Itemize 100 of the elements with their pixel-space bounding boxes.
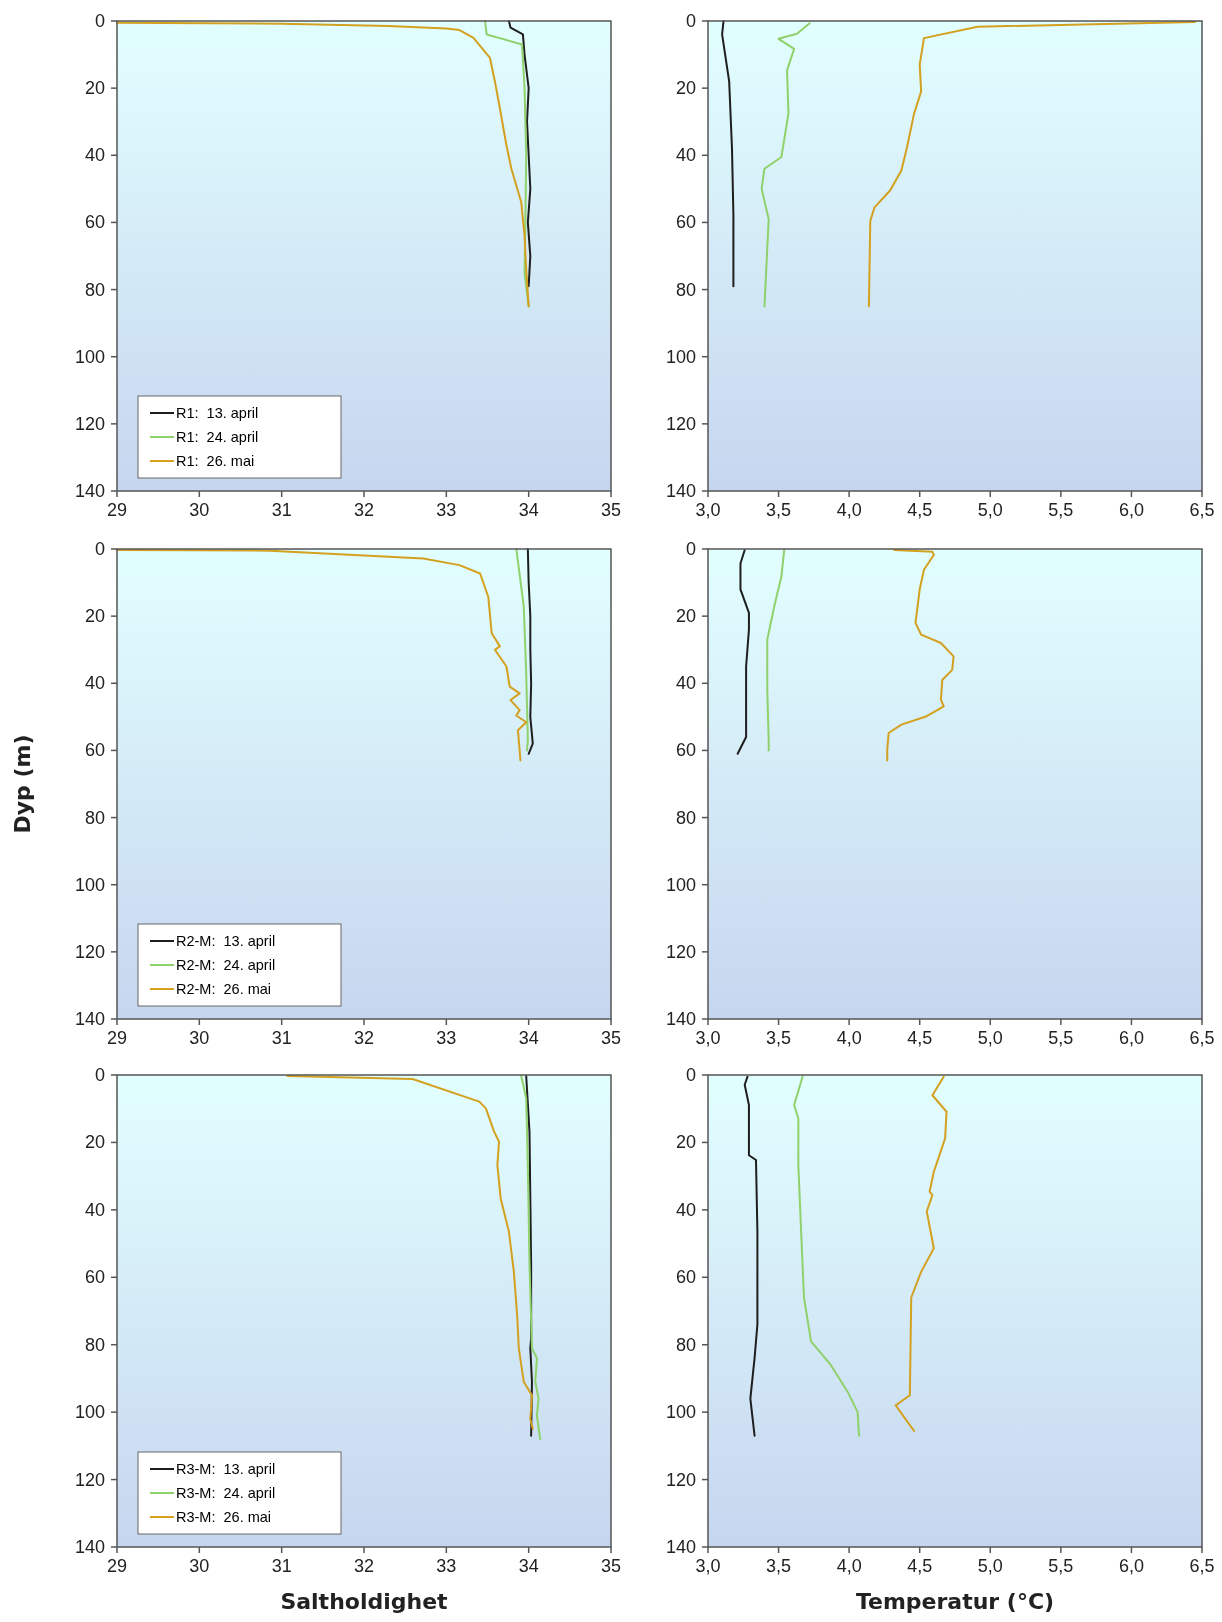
y-tick-label: 60 [84, 212, 105, 233]
y-tick-label: 120 [74, 941, 105, 962]
x-tick-label: 5,5 [1048, 1028, 1074, 1048]
x-tick-label: 5,5 [1048, 1556, 1074, 1576]
y-tick-label: 40 [84, 1199, 105, 1220]
x-tick-label: 30 [189, 1028, 210, 1048]
x-tick-label: 35 [600, 1028, 622, 1048]
line-series [736, 549, 750, 755]
y-tick-label: 120 [74, 1469, 105, 1490]
legend-label: R3-M: 24. april [176, 1485, 276, 1501]
x-tick-label: 33 [436, 1028, 457, 1048]
legend-label: R3-M: 26. mai [176, 1509, 272, 1525]
x-tick-label: 3,5 [766, 500, 792, 520]
y-tick-label: 140 [665, 481, 696, 501]
x-tick-label: 35 [600, 500, 622, 520]
x-tick-label: 34 [518, 500, 539, 520]
x-tick-label: 3,0 [695, 1028, 721, 1048]
line-series [886, 549, 955, 762]
y-tick-label: 100 [74, 346, 105, 367]
y-tick-label: 60 [675, 212, 696, 233]
x-tick-label: 6,5 [1189, 500, 1215, 520]
x-tick-label: 5,5 [1048, 500, 1074, 520]
x-tick-label: 32 [353, 1028, 375, 1048]
line-series [743, 1075, 759, 1437]
x-tick-label: 3,5 [766, 1028, 792, 1048]
y-tick-label: 0 [94, 11, 105, 31]
x-tick-label: 29 [106, 1556, 128, 1576]
y-tick-label: 120 [74, 413, 105, 434]
y-tick-label: 60 [84, 740, 105, 761]
x-tick-label: 33 [436, 500, 457, 520]
x-tick-label: 4,0 [836, 1028, 862, 1048]
x-tick-label: 29 [106, 500, 128, 520]
y-tick-label: 0 [94, 539, 105, 559]
x-tick-label: 31 [271, 1556, 292, 1576]
y-tick-label: 140 [665, 1537, 696, 1557]
x-tick-label: 33 [436, 1556, 457, 1576]
line-series [721, 20, 735, 288]
y-tick-label: 40 [675, 673, 696, 694]
legend-label: R3-M: 13. april [176, 1461, 276, 1477]
x-tick-label: 6,0 [1118, 1556, 1144, 1576]
x-tick-label: 4,5 [907, 1556, 933, 1576]
y-tick-label: 120 [665, 413, 696, 434]
x-tick-label: 34 [518, 1556, 539, 1576]
y-tick-label: 0 [685, 1065, 696, 1085]
y-tick-label: 20 [675, 606, 696, 627]
y-tick-label: 80 [675, 807, 696, 828]
x-tick-label: 6,5 [1189, 1028, 1215, 1048]
x-tick-label: 4,0 [836, 500, 862, 520]
y-tick-label: 20 [84, 606, 105, 627]
x-tick-label: 30 [189, 1556, 210, 1576]
x-tick-label: 6,0 [1118, 500, 1144, 520]
x-tick-label: 31 [271, 500, 292, 520]
x-tick-label: 5,0 [977, 1028, 1003, 1048]
x-axis-title: Saltholdighet [280, 1589, 449, 1614]
y-tick-label: 140 [74, 1537, 105, 1557]
y-tick-label: 120 [665, 1469, 696, 1490]
x-tick-label: 3,0 [695, 1556, 721, 1576]
y-tick-label: 100 [665, 874, 696, 895]
line-series [793, 1075, 861, 1437]
y-tick-label: 140 [74, 1009, 105, 1029]
y-tick-label: 20 [84, 78, 105, 99]
x-tick-label: 31 [271, 1028, 292, 1048]
line-series [760, 22, 811, 308]
legend-label: R2-M: 13. april [176, 933, 276, 949]
y-tick-label: 20 [84, 1132, 105, 1153]
y-tick-label: 100 [74, 1402, 105, 1423]
x-tick-label: 4,5 [907, 500, 933, 520]
legend-label: R1: 24. april [176, 429, 259, 445]
line-series [520, 1075, 542, 1441]
x-tick-label: 32 [353, 500, 375, 520]
x-tick-label: 5,0 [977, 1556, 1003, 1576]
line-series [526, 548, 534, 755]
x-tick-label: 6,5 [1189, 1556, 1215, 1576]
x-tick-label: 32 [353, 1556, 375, 1576]
line-series [484, 20, 530, 308]
y-tick-label: 100 [665, 346, 696, 367]
line-series [894, 1075, 948, 1433]
y-tick-label: 100 [74, 874, 105, 895]
x-tick-label: 29 [106, 1028, 128, 1048]
legend-label: R2-M: 26. mai [176, 981, 272, 997]
y-tick-label: 0 [94, 1065, 105, 1085]
line-series [867, 21, 1196, 308]
legend-label: R2-M: 24. april [176, 957, 276, 973]
x-tick-label: 34 [518, 1028, 539, 1048]
y-tick-label: 0 [685, 539, 696, 559]
line-series [766, 549, 786, 752]
line-series [507, 20, 532, 288]
line-series [116, 21, 530, 308]
x-tick-label: 4,5 [907, 1028, 933, 1048]
y-tick-label: 0 [685, 11, 696, 31]
y-tick-label: 40 [84, 145, 105, 166]
legend-label: R1: 26. mai [176, 453, 255, 469]
line-series [515, 548, 529, 752]
x-tick-label: 6,0 [1118, 1028, 1144, 1048]
x-tick-label: 35 [600, 1556, 622, 1576]
y-tick-label: 140 [665, 1009, 696, 1029]
line-series [525, 1075, 533, 1437]
y-tick-label: 60 [675, 1267, 696, 1288]
y-tick-label: 20 [675, 1132, 696, 1153]
x-tick-label: 3,0 [695, 500, 721, 520]
